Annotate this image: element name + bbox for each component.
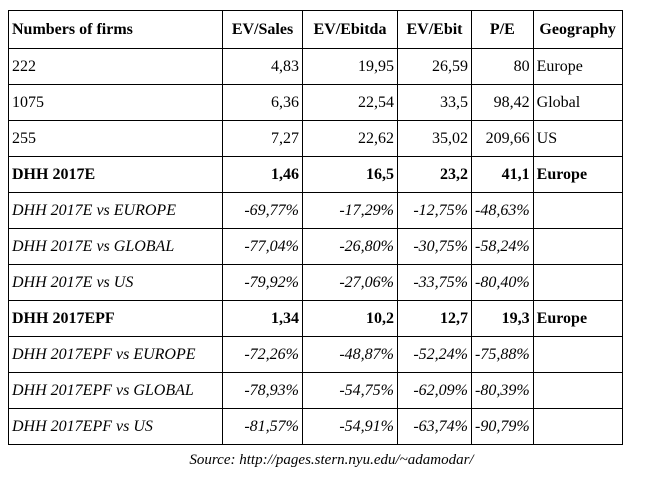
table-cell: 6,36 bbox=[222, 84, 303, 121]
table-cell: DHH 2017E vs US bbox=[8, 264, 223, 301]
empty-cell bbox=[532, 336, 623, 373]
table-cell: 209,66 bbox=[471, 120, 534, 157]
table-cell: -58,24% bbox=[471, 228, 534, 265]
table-cell: 98,42 bbox=[471, 84, 534, 121]
table-cell: -52,24% bbox=[397, 336, 472, 373]
header-cell: EV/Ebit bbox=[397, 10, 472, 49]
table-cell: 16,5 bbox=[302, 156, 398, 193]
table-cell: -75,88% bbox=[471, 336, 534, 373]
table-cell: -81,57% bbox=[222, 408, 303, 445]
table-cell: -54,91% bbox=[302, 408, 398, 445]
table-cell: -54,75% bbox=[302, 372, 398, 409]
table-cell: DHH 2017E vs GLOBAL bbox=[8, 228, 223, 265]
table-cell: -77,04% bbox=[222, 228, 303, 265]
table-cell: -48,87% bbox=[302, 336, 398, 373]
table-cell: -62,09% bbox=[397, 372, 472, 409]
table-cell: -80,39% bbox=[471, 372, 534, 409]
table-cell: -17,29% bbox=[302, 192, 398, 229]
table-cell: -79,92% bbox=[222, 264, 303, 301]
table-cell: -80,40% bbox=[471, 264, 534, 301]
table-cell: 19,3 bbox=[471, 300, 534, 337]
table-cell: 4,83 bbox=[222, 48, 303, 85]
header-cell: EV/Sales bbox=[222, 10, 303, 49]
table-cell: 1,34 bbox=[222, 300, 303, 337]
header-cell: P/E bbox=[471, 10, 534, 49]
table-cell: 80 bbox=[471, 48, 534, 85]
table-row: DHH 2017EPF vs EUROPE -72,26% -48,87% -52,2… bbox=[8, 336, 623, 373]
empty-cell bbox=[532, 372, 623, 409]
source-note: Source: http://pages.stern.nyu.edu/~adam… bbox=[189, 452, 474, 468]
header-row: Numbers of firms EV/Sales EV/Ebitda EV/Ebit… bbox=[8, 10, 623, 49]
table-cell: 23,2 bbox=[397, 156, 472, 193]
valuation-table: Numbers of firms EV/Sales EV/Ebitda EV/Ebit… bbox=[8, 10, 623, 445]
table-cell: 26,59 bbox=[397, 48, 472, 85]
table-row: DHH 2017E vs EUROPE -69,77% -17,29% -12,75%… bbox=[8, 192, 623, 229]
table-cell: DHH 2017EPF vs EUROPE bbox=[8, 336, 223, 373]
table-cell: 12,7 bbox=[397, 300, 472, 337]
header-cell: Geography bbox=[532, 10, 623, 49]
table-cell: -72,26% bbox=[222, 336, 303, 373]
table-cell: 35,02 bbox=[397, 120, 472, 157]
table-cell: 222 bbox=[8, 48, 223, 85]
table-cell: DHH 2017E bbox=[8, 156, 223, 193]
table-cell: DHH 2017EPF vs GLOBAL bbox=[8, 372, 223, 409]
table-row: DHH 2017EPF vs GLOBAL -78,93% -54,75% -62,0… bbox=[8, 372, 623, 409]
table-cell: Global bbox=[532, 84, 623, 121]
table-cell: -78,93% bbox=[222, 372, 303, 409]
table-cell: 10,2 bbox=[302, 300, 398, 337]
table-cell: DHH 2017EPF bbox=[8, 300, 223, 337]
empty-cell bbox=[532, 264, 623, 301]
table-row: DHH 2017EPF vs US -81,57% -54,91% -63,74% -9… bbox=[8, 408, 623, 445]
header-cell: EV/Ebitda bbox=[302, 10, 398, 49]
empty-cell bbox=[532, 408, 623, 445]
table-row: DHH 2017E vs GLOBAL -77,04% -26,80% -30,75%… bbox=[8, 228, 623, 265]
table-cell: Europe bbox=[532, 48, 623, 85]
table-cell: -69,77% bbox=[222, 192, 303, 229]
table-cell: -26,80% bbox=[302, 228, 398, 265]
table-cell: DHH 2017EPF vs US bbox=[8, 408, 223, 445]
table-cell: 7,27 bbox=[222, 120, 303, 157]
table-row: DHH 2017E vs US -79,92% -27,06% -33,75% -80,… bbox=[8, 264, 623, 301]
table-row: 1075 6,36 22,54 33,5 98,42 Global bbox=[8, 84, 623, 121]
table-cell: -27,06% bbox=[302, 264, 398, 301]
table-cell: -30,75% bbox=[397, 228, 472, 265]
table-cell: Europe bbox=[532, 156, 623, 193]
table-body: 222 4,83 19,95 26,59 80 Europe 1075 6,36 22,54 33… bbox=[8, 48, 623, 445]
table-cell: 41,1 bbox=[471, 156, 534, 193]
table-cell: US bbox=[532, 120, 623, 157]
table-cell: 22,62 bbox=[302, 120, 398, 157]
table-cell: -90,79% bbox=[471, 408, 534, 445]
empty-cell bbox=[532, 192, 623, 229]
table-cell: -63,74% bbox=[397, 408, 472, 445]
table-row: DHH 2017E 1,46 16,5 23,2 41,1 Europe bbox=[8, 156, 623, 193]
table-row: 255 7,27 22,62 35,02 209,66 US bbox=[8, 120, 623, 157]
table-cell: 1,46 bbox=[222, 156, 303, 193]
table-cell: 19,95 bbox=[302, 48, 398, 85]
table-cell: -33,75% bbox=[397, 264, 472, 301]
empty-cell bbox=[532, 228, 623, 265]
table-cell: 33,5 bbox=[397, 84, 472, 121]
table-cell: 255 bbox=[8, 120, 223, 157]
table-cell: 1075 bbox=[8, 84, 223, 121]
table-cell: -48,63% bbox=[471, 192, 534, 229]
table-cell: -12,75% bbox=[397, 192, 472, 229]
table-row: 222 4,83 19,95 26,59 80 Europe bbox=[8, 48, 623, 85]
header-cell: Numbers of firms bbox=[8, 10, 223, 49]
table-cell: 22,54 bbox=[302, 84, 398, 121]
table-wrap: Numbers of firms EV/Sales EV/Ebitda EV/Ebit… bbox=[8, 10, 623, 445]
table-cell: Europe bbox=[532, 300, 623, 337]
table-cell: DHH 2017E vs EUROPE bbox=[8, 192, 223, 229]
table-row: DHH 2017EPF 1,34 10,2 12,7 19,3 Europe bbox=[8, 300, 623, 337]
